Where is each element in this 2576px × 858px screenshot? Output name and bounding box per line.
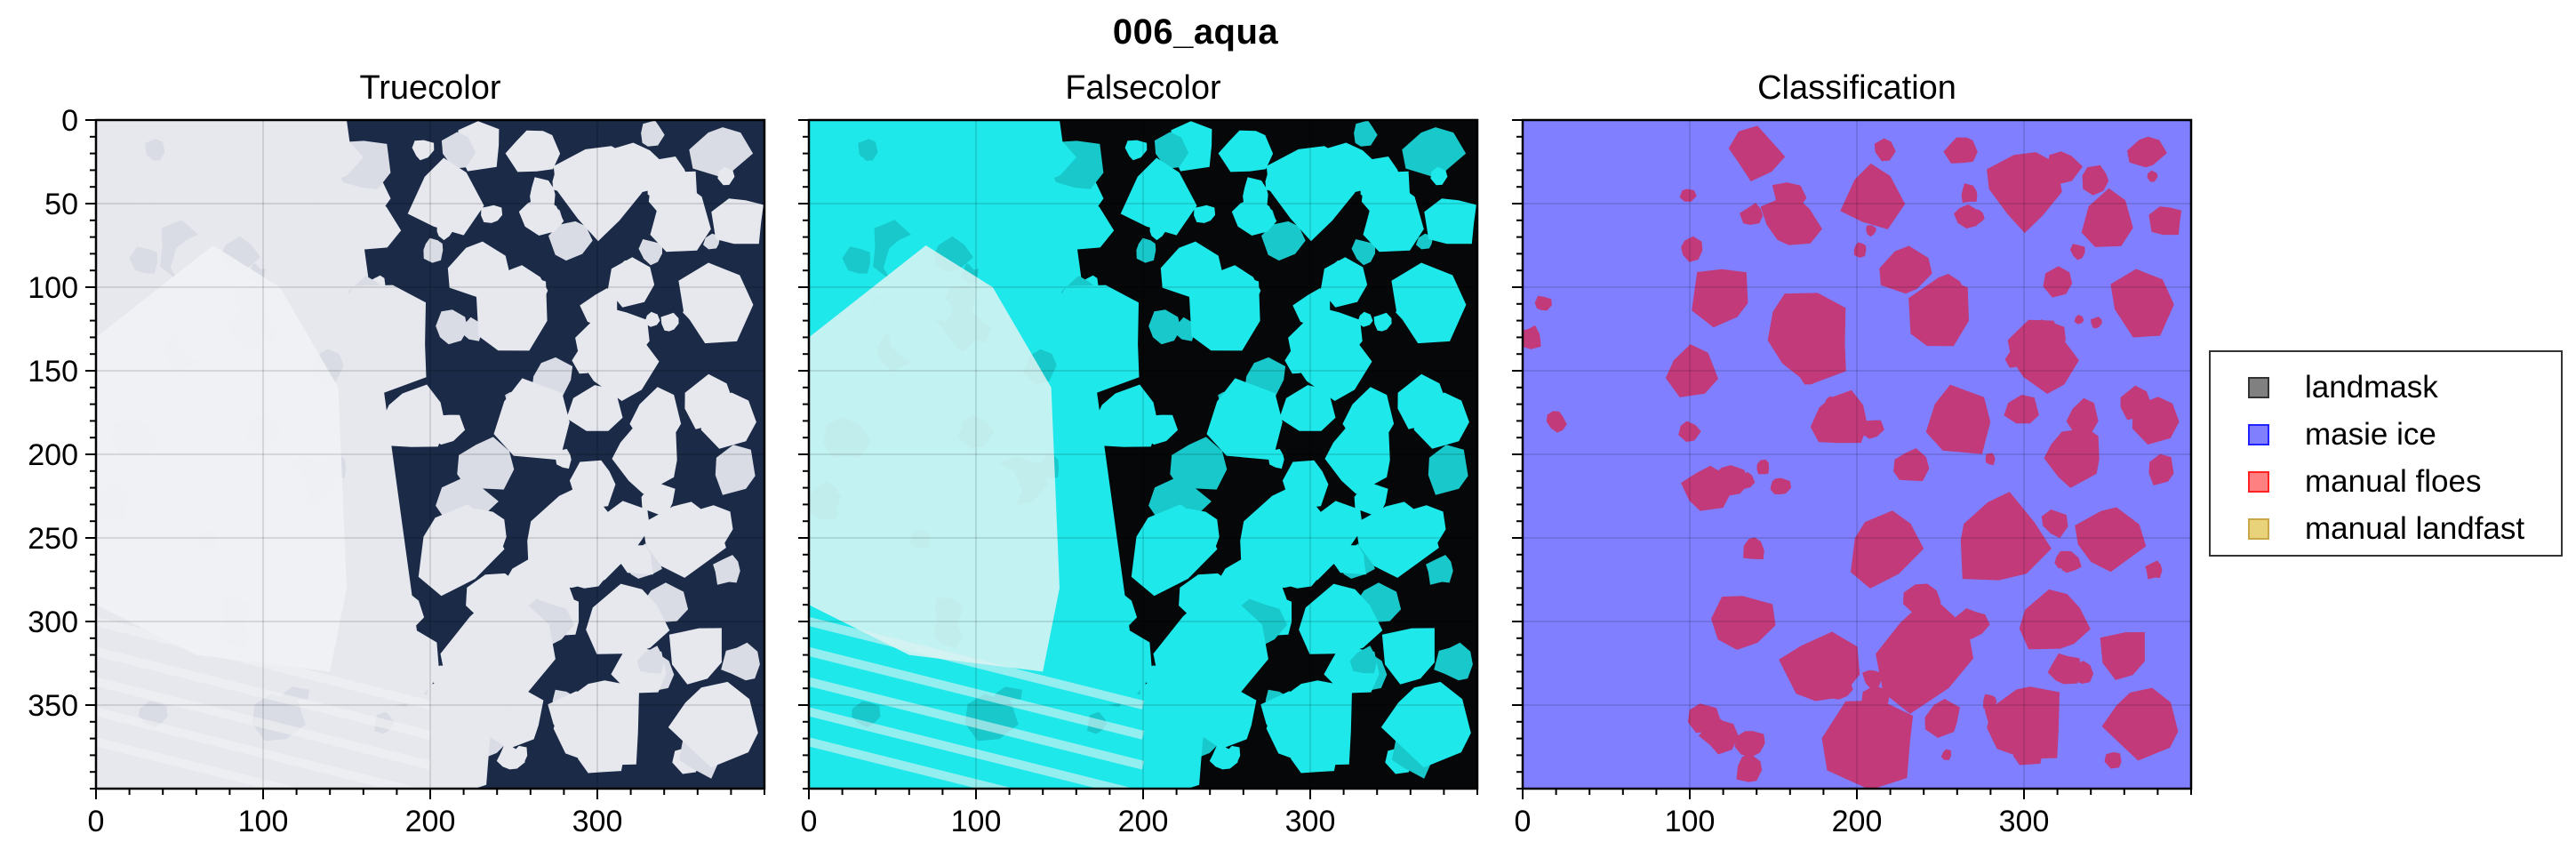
legend-swatch-masie-ice xyxy=(2248,424,2269,445)
legend-swatch-landmask xyxy=(2248,377,2269,398)
x-tick-label: 100 xyxy=(1665,805,1716,838)
panel-image-falsecolor xyxy=(809,120,1477,789)
panel-title-falsecolor: Falsecolor xyxy=(1065,69,1221,107)
y-tick-label: 350 xyxy=(28,689,78,723)
panel-title-classification: Classification xyxy=(1757,69,1956,107)
panel-truecolor: 0 100 200 300 0 50 100 150 200 250 300 350 xyxy=(28,104,766,838)
legend-label-manual-landfast: manual landfast xyxy=(2305,511,2525,546)
x-tick-label: 200 xyxy=(405,805,456,838)
legend-swatch-manual-landfast xyxy=(2248,518,2269,540)
legend-label-landmask: landmask xyxy=(2305,370,2438,405)
y-tick-label: 150 xyxy=(28,355,78,389)
legend-item-manual-floes: manual floes xyxy=(2248,464,2481,500)
legend-label-manual-floes: manual floes xyxy=(2305,464,2482,499)
x-tick-label: 0 xyxy=(88,805,105,838)
legend-swatch-manual-floes xyxy=(2248,471,2269,493)
x-tick-label: 100 xyxy=(238,805,289,838)
legend-label-masie-ice: masie ice xyxy=(2305,417,2436,452)
figure-suptitle: 006_aqua xyxy=(1112,12,1279,52)
x-tick-label: 300 xyxy=(1285,805,1336,838)
panel-title-truecolor: Truecolor xyxy=(359,69,501,107)
panel-classification: 0 100 200 300 xyxy=(1512,118,2193,838)
legend: landmask masie ice manual floes manual l… xyxy=(2209,350,2563,557)
y-tick-label: 250 xyxy=(28,522,78,556)
panel-falsecolor: 0 100 200 300 xyxy=(798,118,1479,838)
x-tick-label: 300 xyxy=(572,805,623,838)
x-tick-label: 0 xyxy=(1515,805,1532,838)
y-tick-label: 50 xyxy=(44,188,78,221)
panel-image-classification xyxy=(1523,120,2191,789)
x-tick-label: 100 xyxy=(951,805,1002,838)
y-tick-label: 300 xyxy=(28,605,78,639)
y-tick-label: 0 xyxy=(61,104,78,138)
y-tick-label: 100 xyxy=(28,271,78,305)
legend-item-masie-ice: masie ice xyxy=(2248,417,2436,453)
panel-image-truecolor xyxy=(96,120,764,789)
x-tick-label: 300 xyxy=(1999,805,2050,838)
x-tick-label: 200 xyxy=(1832,805,1883,838)
y-tick-label: 200 xyxy=(28,438,78,472)
x-tick-label: 200 xyxy=(1118,805,1169,838)
legend-item-landmask: landmask xyxy=(2248,370,2438,405)
legend-item-manual-landfast: manual landfast xyxy=(2248,511,2524,547)
x-tick-label: 0 xyxy=(801,805,818,838)
